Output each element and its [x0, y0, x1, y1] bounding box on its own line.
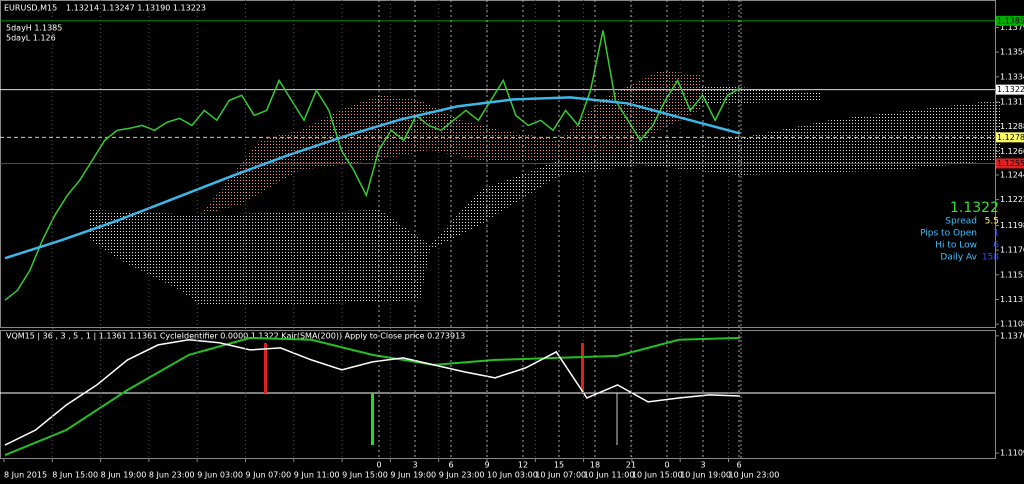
price-tick-label: 1.11535 — [1000, 270, 1024, 279]
info-value: 6 — [993, 241, 999, 251]
price-tick-label: 1.11085 — [1000, 320, 1024, 329]
time-label: 9 Jun 15:00 — [342, 471, 388, 480]
hour-label: 6 — [736, 461, 741, 470]
time-label: 10 Jun 15:00 — [632, 471, 683, 480]
time-label: 8 Jun 15:00 — [52, 471, 98, 480]
price-tick-label: 1.12885 — [1000, 122, 1024, 131]
price-tick-label: 1.12445 — [1000, 170, 1024, 179]
indicator-label: VQM15 | 36 , 3 , 5 , 1 | 1.1361 1.1361 C… — [6, 332, 465, 341]
price-tick-label: 1.12220 — [1000, 195, 1024, 204]
hour-label: 3 — [700, 461, 705, 470]
five-day-high: 5dayH 1.1385 — [6, 24, 62, 33]
info-value: 158 — [982, 253, 999, 263]
hour-label: 0 — [376, 461, 381, 470]
info-label: Pips to Open — [920, 229, 977, 239]
info-value: 1 — [993, 229, 999, 239]
hour-label: 9 — [484, 461, 489, 470]
signal-spikes — [264, 343, 618, 445]
info-label: Hi to Low — [935, 241, 977, 251]
time-label: 8 Jun 2015 — [4, 471, 47, 480]
info-label: Spread — [945, 217, 977, 227]
time-label: 9 Jun 11:00 — [294, 471, 340, 480]
current-price: 1.1322 — [950, 200, 999, 216]
hour-label: 12 — [518, 461, 528, 470]
indicator-tick-label: 1.1370 — [1000, 331, 1024, 340]
price-level-box — [996, 15, 1024, 26]
price-tick-label: 1.13790 — [1000, 23, 1024, 32]
hour-label: 18 — [590, 461, 600, 470]
price-level-box — [996, 84, 1024, 95]
symbol: EURUSD,M15 — [4, 4, 57, 13]
time-label: 9 Jun 23:00 — [439, 471, 485, 480]
time-label: 10 Jun 19:00 — [680, 471, 731, 480]
price-level-label: 1.13223 — [997, 85, 1024, 94]
price-level-label: 1.12788 — [997, 133, 1024, 142]
time-label: 10 Jun 07:00 — [535, 471, 586, 480]
info-label: Daily Av — [940, 253, 977, 263]
price-tick-label: 1.11985 — [1000, 221, 1024, 230]
time-label: 8 Jun 23:00 — [149, 471, 195, 480]
price-tick-label: 1.13340 — [1000, 72, 1024, 81]
price-level-box — [996, 158, 1024, 169]
time-label: 9 Jun 19:00 — [390, 471, 436, 480]
price-tick-label: 1.12660 — [1000, 147, 1024, 156]
time-label: 9 Jun 07:00 — [246, 471, 292, 480]
price-level-label: 1.12550 — [997, 159, 1024, 168]
close-line — [4, 30, 741, 301]
time-label: 8 Jun 19:00 — [101, 471, 147, 480]
price-tick-label: 1.11310 — [1000, 295, 1024, 304]
price-tick-label: 1.13110 — [1000, 98, 1024, 107]
price-tick-label: 1.13565 — [1000, 48, 1024, 57]
hour-label: 21 — [626, 461, 636, 470]
hour-label: 0 — [664, 461, 669, 470]
info-value: 5.5 — [985, 217, 999, 227]
time-label: 9 Jun 03:00 — [197, 471, 243, 480]
five-day-low: 5dayL 1.126 — [6, 34, 56, 43]
hour-label: 3 — [412, 461, 417, 470]
time-label: 10 Jun 11:00 — [584, 471, 635, 480]
oscillator-line — [4, 339, 741, 446]
price-level-box — [996, 132, 1024, 143]
hour-label: 6 — [448, 461, 453, 470]
price-level-label: 1.13850 — [997, 16, 1024, 25]
ohlc: 1.13214 1.13247 1.13190 1.13223 — [66, 4, 206, 13]
indicator-panel-frame — [0, 330, 996, 459]
sma-curve — [4, 96, 741, 260]
indicator-tick-label: 1.1109 — [1000, 449, 1024, 458]
main-panel-frame — [0, 0, 996, 328]
time-label: 10 Jun 23:00 — [729, 471, 780, 480]
time-label: 10 Jun 03:00 — [487, 471, 538, 480]
signal-line — [4, 336, 741, 457]
hour-label: 15 — [554, 461, 564, 470]
price-tick-label: 1.11760 — [1000, 246, 1024, 255]
